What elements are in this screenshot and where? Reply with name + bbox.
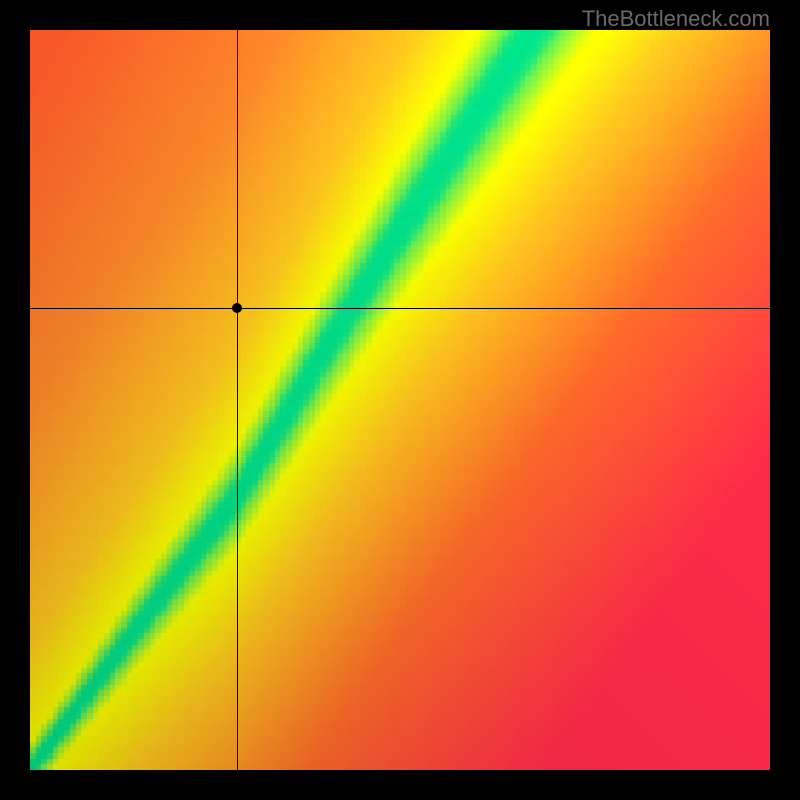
- plot-area: [30, 30, 770, 770]
- data-point-marker: [232, 303, 242, 313]
- crosshair-horizontal: [30, 308, 770, 309]
- heatmap-canvas: [30, 30, 770, 770]
- crosshair-vertical: [237, 30, 238, 770]
- watermark-text: TheBottleneck.com: [582, 6, 770, 32]
- chart-container: TheBottleneck.com: [0, 0, 800, 800]
